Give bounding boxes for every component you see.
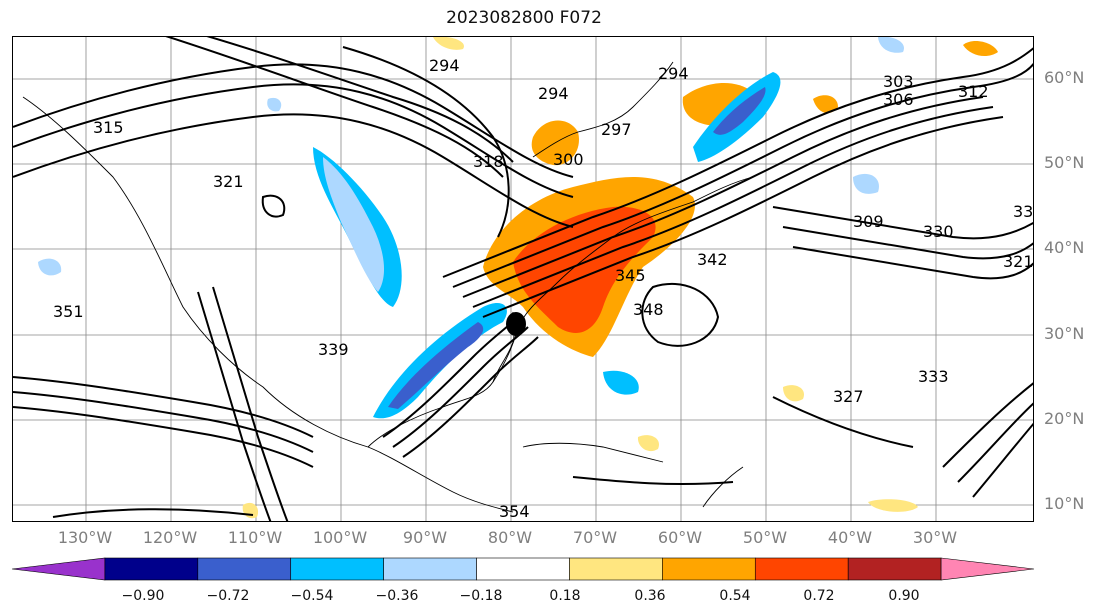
longitude-label: 50°W: [742, 528, 788, 547]
contour-label: 333: [918, 367, 949, 386]
contour-label: 318: [473, 152, 504, 171]
colorbar-tick-label: 0.18: [549, 588, 581, 604]
colorbar-segment: [197, 557, 292, 581]
contour-label: 336: [1013, 202, 1034, 221]
longitude-label: 80°W: [487, 528, 533, 547]
colorbar-tick-label: 0.72: [803, 588, 835, 604]
contour-label: 297: [601, 120, 632, 139]
longitude-label: 100°W: [312, 528, 368, 547]
contour-label: 309: [853, 212, 884, 231]
latitude-label: 50°N: [1044, 153, 1085, 172]
contour-label: 312: [958, 82, 989, 101]
colorbar-tick-label: 0.36: [634, 588, 666, 604]
colorbar: [11, 557, 1035, 581]
colorbar-tick-label: −0.54: [290, 588, 334, 604]
longitude-label: 110°W: [227, 528, 283, 547]
latitude-label: 20°N: [1044, 409, 1085, 428]
contour-label: 315: [93, 118, 124, 137]
contour-label: 330: [923, 222, 954, 241]
contour-label: 342: [697, 250, 728, 269]
colorbar-segment: [476, 557, 570, 581]
longitude-label: 40°W: [827, 528, 873, 547]
colorbar-tick-label: 0.54: [719, 588, 751, 604]
latitude-label: 10°N: [1044, 494, 1085, 513]
contour-label: 321: [213, 172, 244, 191]
colorbar-tick-label: −0.36: [375, 588, 419, 604]
latitude-label: 40°N: [1044, 238, 1085, 257]
contour-label-group: 294 294 294 297 300 303 306 312 315 309 …: [53, 56, 1034, 521]
longitude-label: 90°W: [402, 528, 448, 547]
contour-label: 345: [615, 266, 646, 285]
longitude-label: 30°W: [912, 528, 958, 547]
colorbar-segment: [754, 557, 849, 581]
contour-label: 303: [883, 72, 914, 91]
colorbar-segment: [662, 557, 756, 581]
colorbar-segment: [383, 557, 477, 581]
longitude-label: 70°W: [572, 528, 618, 547]
colorbar-segments: [11, 557, 1035, 581]
colorbar-tick-label: −0.18: [459, 588, 503, 604]
contour-label: 327: [833, 387, 864, 406]
contour-label: 294: [429, 56, 460, 75]
map-canvas: 294 294 294 297 300 303 306 312 315 309 …: [13, 37, 1034, 521]
latitude-label: 30°N: [1044, 324, 1085, 343]
colorbar-extend-min: [11, 557, 106, 581]
cyclone-center-marker: [506, 312, 526, 336]
contour-label: 294: [538, 84, 569, 103]
colorbar-extend-max: [940, 557, 1035, 581]
colorbar-segment: [104, 557, 199, 581]
colorbar-segment: [569, 557, 663, 581]
contour-label: 351: [53, 302, 84, 321]
colorbar-segment: [847, 557, 942, 581]
colorbar-segment: [290, 557, 384, 581]
contour-label: 300: [553, 150, 584, 169]
map-title: 2023082800 F072: [446, 8, 602, 28]
map-panel: 294 294 294 297 300 303 306 312 315 309 …: [12, 36, 1034, 522]
colorbar-tick-label: −0.90: [121, 588, 165, 604]
contour-label: 321: [1003, 252, 1034, 271]
contour-label: 348: [633, 300, 664, 319]
contour-label: 306: [883, 90, 914, 109]
contour-label: 339: [318, 340, 349, 359]
contour-label: 354: [499, 502, 530, 521]
contour-label: 294: [658, 64, 689, 83]
negative-shading: [38, 37, 904, 419]
latitude-label: 60°N: [1044, 68, 1085, 87]
contours: [13, 37, 1033, 521]
colorbar-tick-label: 0.90: [888, 588, 920, 604]
colorbar-tick-label: −0.72: [206, 588, 250, 604]
longitude-label: 60°W: [657, 528, 703, 547]
longitude-label: 130°W: [57, 528, 113, 547]
longitude-label: 120°W: [142, 528, 198, 547]
